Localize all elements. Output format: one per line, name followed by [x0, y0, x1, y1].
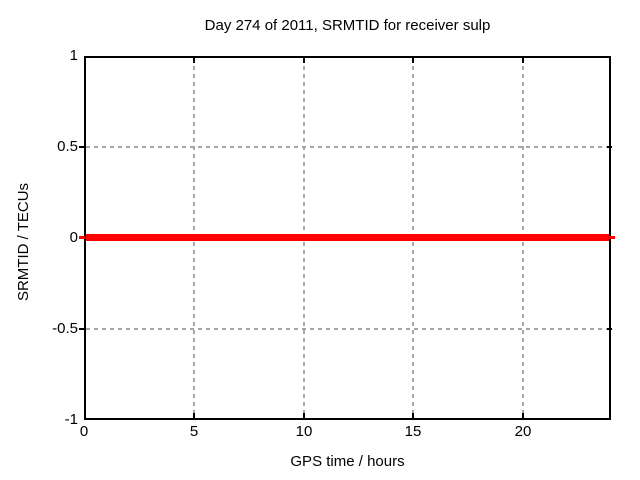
y-tick-label-0: 0 — [69, 229, 78, 246]
tick-left--0.5 — [79, 328, 84, 330]
x-tick-label-10: 10 — [295, 423, 313, 440]
tick-bottom-10 — [303, 413, 305, 418]
tick-top-10 — [303, 58, 305, 63]
series-line-left-stub — [79, 236, 85, 239]
tick-bottom-15 — [412, 413, 414, 418]
y-tick-label--0.5: -0.5 — [52, 320, 78, 337]
series-line-right-stub — [609, 236, 615, 239]
gridline-y--0.5 — [86, 328, 609, 330]
y-tick-label-0.5: 0.5 — [57, 138, 78, 155]
tick-top-5 — [193, 58, 195, 63]
tick-left-0.5 — [79, 146, 84, 148]
series-line-srmtid — [86, 234, 609, 241]
tick-top-20 — [522, 58, 524, 63]
y-tick-label-1: 1 — [69, 47, 78, 64]
y-tick-label--1: -1 — [64, 411, 78, 428]
x-tick-label-5: 5 — [189, 423, 199, 440]
tick-top-15 — [412, 58, 414, 63]
tick-right--0.5 — [607, 328, 612, 330]
x-axis-label: GPS time / hours — [290, 453, 405, 470]
x-tick-label-15: 15 — [404, 423, 422, 440]
x-tick-label-0: 0 — [79, 423, 89, 440]
chart-title: Day 274 of 2011, SRMTID for receiver sul… — [204, 17, 491, 34]
tick-right-0.5 — [607, 146, 612, 148]
tick-bottom-5 — [193, 413, 195, 418]
tick-bottom-20 — [522, 413, 524, 418]
x-tick-label-20: 20 — [514, 423, 532, 440]
y-axis-label: SRMTID / TECUs — [15, 182, 32, 302]
gridline-y-0.5 — [86, 146, 609, 148]
